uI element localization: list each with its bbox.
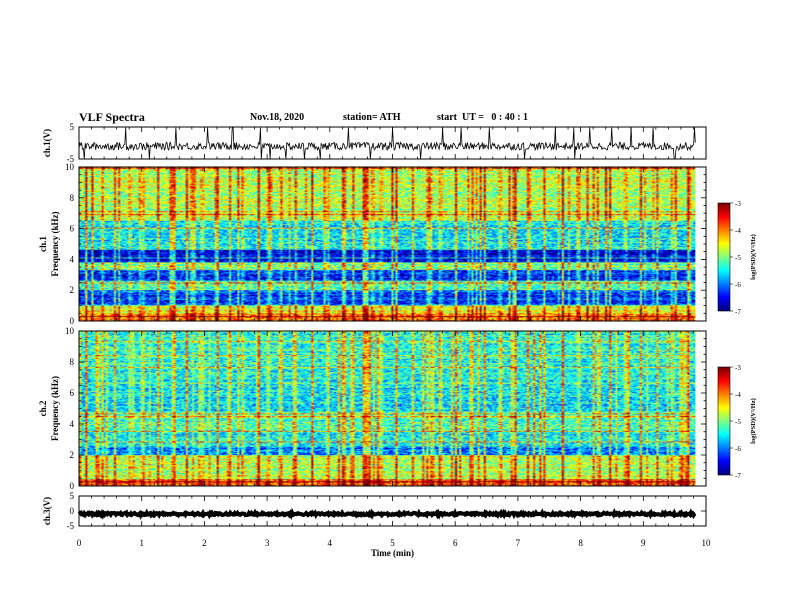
ch1-waveform-ylabel: ch.1(V) (42, 129, 52, 157)
y-tick-label: 8 (70, 193, 75, 203)
ch1-frequency-ylabel: Frequency (kHz) (50, 211, 60, 276)
y-tick-label: -5 (67, 521, 75, 531)
x-tick-label: 8 (578, 538, 583, 548)
x-tick-label: 3 (265, 538, 270, 548)
colorbar-tick-label: -5 (735, 418, 741, 426)
y-tick-label: 6 (70, 388, 75, 398)
waveform-3-line (77, 507, 697, 520)
x-axis-label: Time (min) (371, 548, 414, 558)
ch2-spectrogram-ylabel: ch.2 (38, 400, 48, 416)
y-tick-label: 10 (65, 162, 75, 172)
ch1-spectrogram-ylabel: ch.1 (38, 236, 48, 252)
x-tick-label: 4 (328, 538, 333, 548)
y-tick-label: 2 (70, 285, 75, 295)
y-tick-label: 0 (70, 481, 75, 491)
y-tick-label: 8 (70, 357, 75, 367)
y-tick-label: 6 (70, 224, 75, 234)
x-tick-label: 10 (702, 538, 712, 548)
y-tick-label: 5 (70, 122, 75, 132)
x-tick-label: 9 (641, 538, 646, 548)
colorbar-tick-label: -3 (735, 364, 741, 372)
chart-title: VLF Spectra (79, 110, 145, 124)
colorbar-tick-label: -4 (735, 227, 741, 235)
colorbar-label: log(PSD)(V²/Hz) (750, 234, 757, 280)
x-tick-label: 7 (516, 538, 521, 548)
y-tick-label: 4 (70, 254, 75, 264)
start-ut-label: start UT = 0 : 40 : 1 (437, 112, 529, 123)
x-tick-label: 0 (77, 538, 82, 548)
x-tick-label: 5 (390, 538, 395, 548)
x-tick-label: 2 (202, 538, 207, 548)
ch3-waveform-ylabel: ch.3(V) (42, 497, 52, 525)
colorbar-tick-label: -6 (735, 281, 741, 289)
spectrogram-1-image (79, 167, 696, 321)
station-label: station= ATH (343, 112, 401, 123)
y-tick-label: 5 (70, 491, 75, 501)
waveform-1-line (78, 127, 696, 160)
spectrogram-2-image (79, 331, 696, 486)
date-label: Nov.18, 2020 (250, 112, 305, 123)
ch2-frequency-ylabel: Frequency (kHz) (50, 376, 60, 441)
y-tick-label: 2 (70, 450, 75, 460)
colorbar-tick-label: -3 (735, 200, 741, 208)
colorbar-tick-label: -6 (735, 445, 741, 453)
x-tick-label: 1 (139, 538, 144, 548)
y-tick-label: 0 (70, 316, 75, 326)
y-tick-label: 4 (70, 419, 75, 429)
colorbar-tick-label: -4 (735, 391, 741, 399)
colorbar-tick-label: -7 (735, 308, 741, 316)
colorbar-tick-label: -7 (735, 472, 741, 480)
y-tick-label: -5 (67, 154, 75, 164)
colorbar-tick-label: -5 (735, 254, 741, 262)
colorbar-1 (718, 203, 730, 311)
colorbar-label: log(PSD)(V²/Hz) (750, 398, 757, 444)
y-tick-label: 0 (70, 506, 75, 516)
colorbar-2 (718, 367, 730, 475)
x-tick-label: 6 (453, 538, 458, 548)
y-tick-label: 10 (65, 326, 75, 336)
